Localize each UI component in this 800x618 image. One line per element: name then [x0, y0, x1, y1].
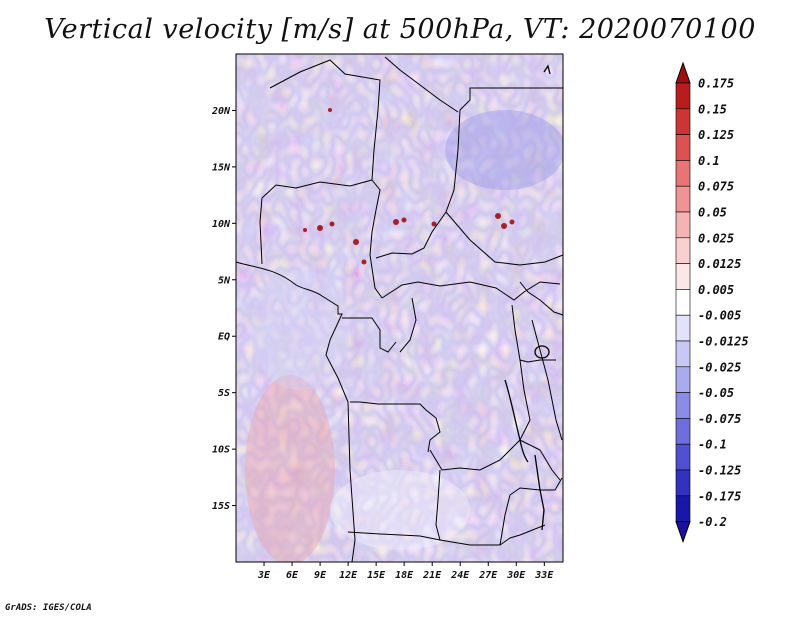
map-frame [235, 53, 564, 563]
country-borders [235, 56, 564, 563]
lon-tick-label: 33E [534, 570, 554, 581]
chart-title: Vertical velocity [m/s] at 500hPa, VT: 2… [44, 14, 756, 45]
colorbar-swatch [675, 392, 691, 419]
colorbar-bottom-arrow [675, 521, 691, 544]
lon-tick-label: 12E [339, 570, 358, 581]
colorbar-swatch [675, 443, 691, 471]
lon-tick-label: 18E [395, 570, 414, 581]
colorbar-swatch [675, 340, 691, 368]
colorbar-label: 0.075 [698, 180, 734, 194]
grads-credit: GrADS: IGES/COLA [5, 603, 92, 613]
colorbar-swatch [675, 263, 691, 290]
colorbar-label: -0.075 [698, 412, 741, 426]
latitude-axis: 20N 15N 10N 5N EQ 5S 10S 15S [211, 106, 236, 512]
lakes [504, 64, 551, 531]
colorbar-label: 0.0125 [698, 257, 741, 271]
colorbar-top-arrow [675, 61, 691, 84]
colorbar-swatch [675, 314, 691, 342]
colorbar-swatch [675, 289, 691, 316]
colorbar-swatch [675, 160, 691, 187]
colorbar-label: -0.0125 [698, 335, 749, 349]
lat-tick-label: 10S [212, 445, 230, 456]
colorbar-label: -0.125 [698, 464, 741, 478]
lon-tick-label: 15E [367, 570, 386, 581]
lon-tick-label: 27E [478, 570, 498, 581]
vertical-velocity-field [236, 54, 563, 562]
colorbar-swatch [675, 418, 691, 445]
lat-tick-label: 5S [218, 388, 230, 399]
lat-tick-label: 15N [212, 162, 231, 173]
lon-tick-label: 21E [422, 570, 442, 581]
colorbar-swatch [675, 366, 691, 393]
colorbar-swatch [675, 495, 691, 522]
lat-tick-label: 5N [218, 275, 231, 286]
colorbar-swatch [675, 82, 691, 110]
colorbar-label: 0.005 [698, 283, 734, 297]
lat-tick-label: 15S [212, 501, 230, 512]
lat-tick-label: 10N [212, 219, 231, 230]
lon-tick-label: 9E [314, 570, 327, 581]
colorbar-label: 0.025 [698, 231, 734, 245]
colorbar-label: 0.15 [698, 102, 727, 116]
lat-tick-label: 20N [211, 106, 231, 117]
lon-tick-label: 3E [257, 570, 271, 581]
colorbar-swatch [675, 237, 691, 264]
lon-tick-label: 6E [286, 570, 299, 581]
colorbar-swatch [675, 185, 691, 213]
colorbar-label: -0.1 [698, 438, 727, 452]
colorbar-label: -0.175 [698, 489, 741, 503]
colorbar-swatch [675, 469, 691, 497]
colorbar-label: -0.2 [698, 515, 727, 529]
colorbar-label: -0.005 [698, 309, 741, 323]
colorbar-label: -0.025 [698, 360, 741, 374]
colorbar-label: 0.175 [698, 77, 734, 91]
colorbar-label: -0.05 [698, 386, 734, 400]
longitude-axis: 3E 6E 9E 12E 15E 18E 21E 24E 27E 30E 33E [257, 562, 554, 581]
colorbar-swatch [675, 134, 691, 161]
lat-tick-label: EQ [218, 332, 230, 343]
colorbar-swatch [675, 108, 691, 135]
colorbar-label: 0.05 [698, 206, 727, 220]
colorbar-swatch [675, 211, 691, 239]
colorbar-label: 0.125 [698, 128, 734, 142]
lon-tick-label: 24E [450, 570, 470, 581]
colorbar: 0.175 0.15 0.125 0.1 0.075 0.05 0.025 0.0125 0.0… [675, 61, 749, 544]
colorbar-label: 0.1 [698, 154, 720, 168]
lon-tick-label: 30E [506, 570, 526, 581]
